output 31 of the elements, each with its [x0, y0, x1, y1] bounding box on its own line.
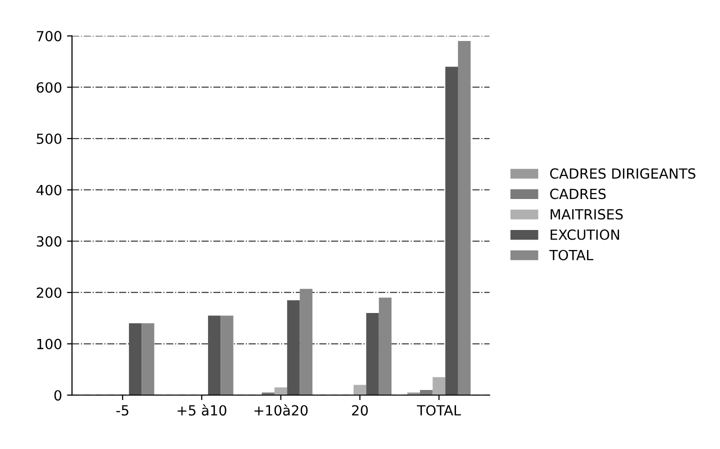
legend-label: MAITRISES — [550, 209, 623, 220]
y-tick-label: 500 — [36, 134, 62, 144]
legend-label: CADRES — [550, 188, 606, 200]
x-tick-label: +10à20 — [254, 404, 308, 416]
legend-label: EXCUTION — [550, 229, 620, 240]
x-tick-label: TOTAL — [416, 405, 461, 416]
bar — [354, 384, 366, 396]
y-tick-label: 200 — [36, 287, 62, 298]
bar — [458, 41, 471, 396]
y-tick-label: 600 — [36, 82, 62, 93]
bar — [128, 323, 142, 396]
y-tick-label: 700 — [36, 30, 62, 42]
bar — [142, 323, 154, 396]
bar — [220, 316, 234, 396]
y-tick-label: 300 — [36, 236, 62, 247]
legend-label: CADRES DIRIGEANTS — [550, 168, 696, 179]
bar — [287, 300, 300, 396]
y-tick-label: 100 — [37, 338, 62, 350]
y-tick-label: 400 — [36, 184, 62, 196]
x-tick-label: 20 — [352, 405, 368, 416]
legend-label: TOTAL — [549, 250, 594, 260]
x-tick-label: -5 — [116, 405, 128, 416]
bar — [432, 377, 446, 396]
bar — [208, 316, 221, 396]
bar — [445, 66, 458, 396]
bar — [300, 288, 312, 396]
bar — [274, 387, 288, 396]
bar — [366, 313, 379, 396]
y-tick-label: 0 — [54, 390, 62, 401]
bar — [378, 298, 392, 396]
x-tick-label: +5 à10 — [178, 404, 226, 416]
